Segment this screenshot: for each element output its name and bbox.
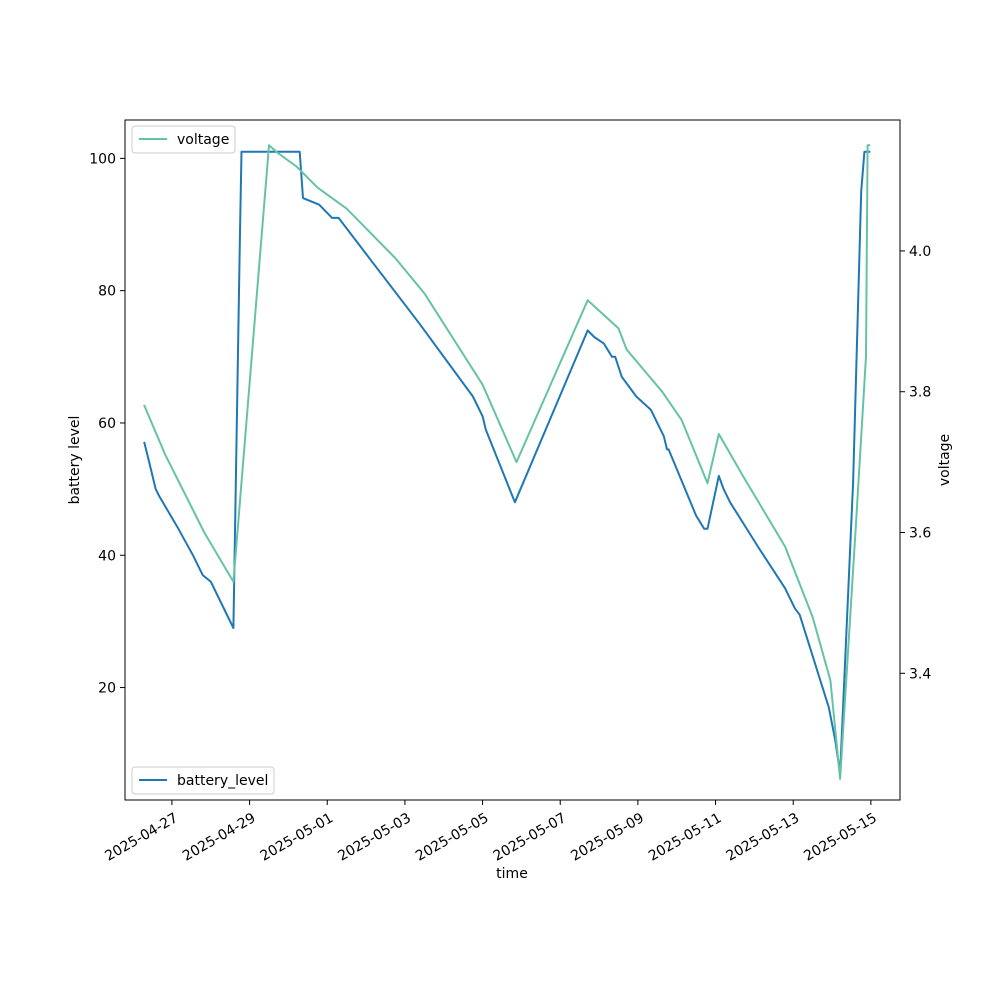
legend-battery-level-box (131, 766, 275, 795)
x-axis-label: time (496, 866, 528, 882)
legend-voltage-box (131, 125, 236, 154)
legend-battery-level: battery_level (131, 766, 275, 795)
y-left-tick-label: 100 (89, 151, 116, 167)
y-right-tick-label: 3.4 (909, 666, 931, 682)
y-left-tick-label: 40 (98, 548, 116, 564)
y-axis-left-label: battery level (67, 416, 83, 505)
legend-voltage: voltage (131, 125, 236, 154)
y-right-tick-label: 3.8 (909, 385, 931, 401)
plot-frame (124, 119, 901, 801)
y-right-tick-label: 3.6 (909, 526, 931, 542)
y-left-tick-label: 20 (98, 681, 116, 697)
y-right-tick-label: 4.0 (909, 244, 931, 260)
y-axis-right-label: voltage (937, 434, 953, 486)
y-left-tick-label: 80 (98, 284, 116, 300)
series-line-battery-level (143, 150, 871, 775)
y-left-tick-label: 60 (98, 416, 116, 432)
legend-battery-level-label: battery_level (177, 773, 268, 789)
legend-voltage-label: voltage (177, 132, 229, 148)
series-line-voltage (143, 144, 871, 780)
